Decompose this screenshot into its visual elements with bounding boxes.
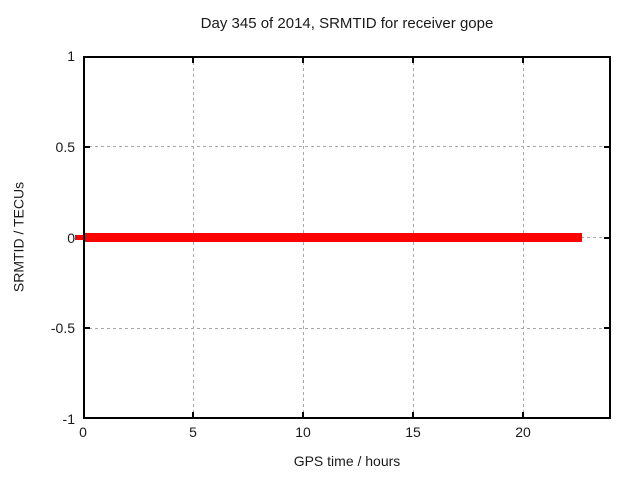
x-tick-top — [412, 56, 414, 63]
y-tick-label: 0 — [67, 229, 75, 246]
x-tick-top — [192, 56, 194, 63]
y-tick-right — [604, 236, 611, 239]
gridline-horizontal — [83, 146, 611, 148]
series-left-cap — [75, 235, 83, 240]
y-tick-left — [83, 327, 90, 330]
x-axis-label: GPS time / hours — [293, 453, 401, 469]
y-tick-left — [83, 145, 90, 148]
x-tick-label: 0 — [79, 424, 87, 440]
x-tick-bottom — [412, 412, 414, 419]
x-tick-label: 5 — [189, 424, 197, 440]
x-tick-bottom — [522, 412, 524, 419]
x-tick-top — [522, 56, 524, 63]
y-tick-label: -0.5 — [50, 320, 75, 337]
x-tick-label: 10 — [295, 424, 311, 440]
chart-title: Day 345 of 2014, SRMTID for receiver gop… — [200, 15, 494, 32]
x-tick-top — [302, 56, 304, 63]
y-tick-label: 1 — [67, 48, 75, 64]
x-tick-label: 20 — [515, 424, 531, 440]
x-tick-bottom — [192, 412, 194, 419]
y-tick-label: 0.5 — [55, 138, 75, 155]
x-tick-label: 15 — [405, 424, 421, 440]
series-line — [83, 233, 583, 242]
y-tick-label: -1 — [62, 411, 75, 427]
x-tick-bottom — [302, 412, 304, 419]
y-tick-right — [604, 327, 611, 330]
y-tick-right — [604, 145, 611, 148]
gridline-horizontal — [83, 327, 611, 329]
